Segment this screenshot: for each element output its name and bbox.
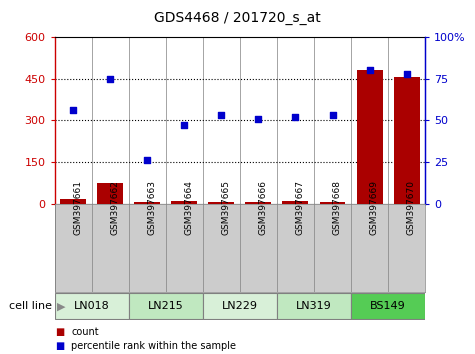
Point	[329, 113, 336, 118]
Point	[366, 68, 373, 73]
Bar	[209, 202, 234, 204]
Bar	[320, 202, 345, 204]
Text: ■: ■	[55, 341, 64, 351]
Point	[255, 116, 262, 121]
Text: LN319: LN319	[296, 301, 332, 311]
Text: GSM397662: GSM397662	[110, 181, 119, 235]
Point	[143, 158, 151, 163]
Point	[180, 122, 188, 128]
Text: GDS4468 / 201720_s_at: GDS4468 / 201720_s_at	[154, 11, 321, 25]
Text: GSM397661: GSM397661	[73, 181, 82, 235]
Bar	[97, 183, 123, 204]
Bar	[394, 78, 419, 204]
Text: GSM397663: GSM397663	[147, 181, 156, 235]
Bar	[129, 293, 203, 319]
Bar	[283, 201, 308, 204]
Text: LN018: LN018	[74, 301, 110, 311]
Text: LN229: LN229	[222, 301, 258, 311]
Bar	[203, 293, 277, 319]
Text: GSM397664: GSM397664	[184, 181, 193, 235]
Text: ▶: ▶	[57, 301, 66, 311]
Bar	[351, 293, 425, 319]
Text: GSM397666: GSM397666	[258, 181, 267, 235]
Text: GSM397668: GSM397668	[332, 181, 342, 235]
Point	[403, 71, 410, 76]
Point	[292, 114, 299, 120]
Text: percentile rank within the sample: percentile rank within the sample	[71, 341, 236, 351]
Text: GSM397665: GSM397665	[221, 181, 230, 235]
Text: GSM397669: GSM397669	[370, 181, 379, 235]
Bar	[277, 293, 351, 319]
Text: LN215: LN215	[148, 301, 184, 311]
Text: ■: ■	[55, 327, 64, 337]
Point	[106, 76, 114, 81]
Text: GSM397670: GSM397670	[407, 181, 416, 235]
Point	[218, 113, 225, 118]
Bar	[134, 202, 160, 204]
Bar	[55, 293, 129, 319]
Bar	[171, 201, 197, 204]
Bar	[60, 199, 86, 204]
Text: BS149: BS149	[370, 301, 406, 311]
Point	[69, 108, 77, 113]
Bar	[357, 70, 382, 204]
Bar	[246, 202, 271, 204]
Text: GSM397667: GSM397667	[295, 181, 304, 235]
Text: count: count	[71, 327, 99, 337]
Text: cell line: cell line	[9, 301, 52, 311]
